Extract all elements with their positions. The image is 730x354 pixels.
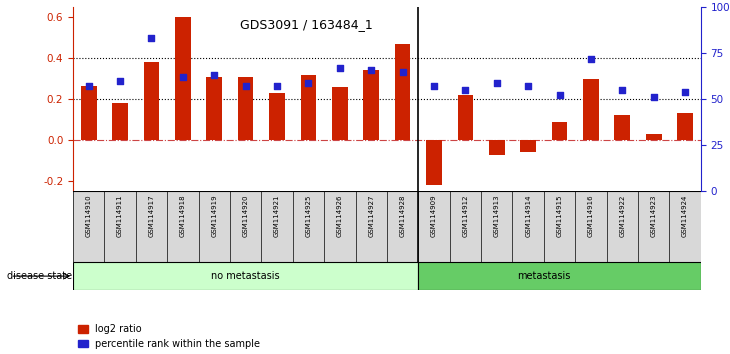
Point: [239, 84, 251, 89]
Text: GSM114914: GSM114914: [525, 195, 531, 237]
Point: [616, 87, 628, 93]
Text: GSM114909: GSM114909: [431, 195, 437, 237]
Text: metastasis: metastasis: [517, 271, 571, 281]
Bar: [583, 79, 599, 140]
Text: GSM114924: GSM114924: [682, 195, 688, 237]
Bar: [112, 103, 128, 140]
Text: GSM114927: GSM114927: [368, 195, 374, 237]
Text: GSM114926: GSM114926: [337, 195, 343, 237]
Point: [679, 89, 691, 95]
Bar: [81, 86, 96, 140]
Legend: log2 ratio, percentile rank within the sample: log2 ratio, percentile rank within the s…: [78, 324, 261, 349]
Text: GSM114910: GSM114910: [85, 195, 92, 237]
Bar: [238, 76, 253, 140]
Bar: [364, 70, 379, 140]
Bar: [73, 262, 418, 290]
Bar: [207, 76, 222, 140]
Text: GSM114928: GSM114928: [399, 195, 406, 237]
Point: [648, 95, 659, 100]
Text: GSM114918: GSM114918: [180, 195, 186, 237]
Bar: [520, 140, 536, 152]
Text: GSM114913: GSM114913: [493, 195, 500, 237]
Bar: [418, 262, 701, 290]
Text: no metastasis: no metastasis: [211, 271, 280, 281]
Bar: [269, 93, 285, 140]
Point: [585, 56, 596, 62]
Bar: [175, 17, 191, 140]
Text: GSM114912: GSM114912: [462, 195, 469, 237]
Text: GSM114925: GSM114925: [305, 195, 312, 237]
Text: GSM114922: GSM114922: [619, 195, 626, 237]
Bar: [144, 62, 159, 140]
Text: GSM114915: GSM114915: [556, 195, 563, 237]
Bar: [458, 95, 473, 140]
Bar: [615, 115, 630, 140]
Text: GSM114911: GSM114911: [117, 195, 123, 237]
Text: GSM114921: GSM114921: [274, 195, 280, 237]
Point: [428, 84, 439, 89]
Point: [82, 84, 95, 89]
Point: [491, 80, 502, 85]
Point: [209, 72, 220, 78]
Bar: [332, 87, 347, 140]
Point: [365, 67, 377, 73]
Point: [114, 78, 126, 84]
Point: [334, 65, 346, 71]
Point: [522, 84, 534, 89]
Text: GSM114916: GSM114916: [588, 195, 594, 237]
Bar: [677, 113, 693, 140]
Text: GSM114920: GSM114920: [242, 195, 249, 237]
Text: GSM114923: GSM114923: [650, 195, 657, 237]
Point: [303, 80, 315, 85]
Point: [460, 87, 472, 93]
Text: GSM114919: GSM114919: [211, 195, 218, 237]
Point: [397, 69, 409, 74]
Point: [271, 84, 283, 89]
Bar: [552, 122, 567, 140]
Text: GSM114917: GSM114917: [148, 195, 155, 237]
Bar: [426, 140, 442, 185]
Bar: [489, 140, 504, 155]
Point: [554, 93, 566, 98]
Bar: [646, 134, 661, 140]
Bar: [301, 75, 316, 140]
Bar: [395, 44, 410, 140]
Point: [177, 74, 188, 80]
Text: GDS3091 / 163484_1: GDS3091 / 163484_1: [240, 18, 373, 31]
Text: disease state: disease state: [7, 271, 72, 281]
Point: [145, 35, 158, 41]
